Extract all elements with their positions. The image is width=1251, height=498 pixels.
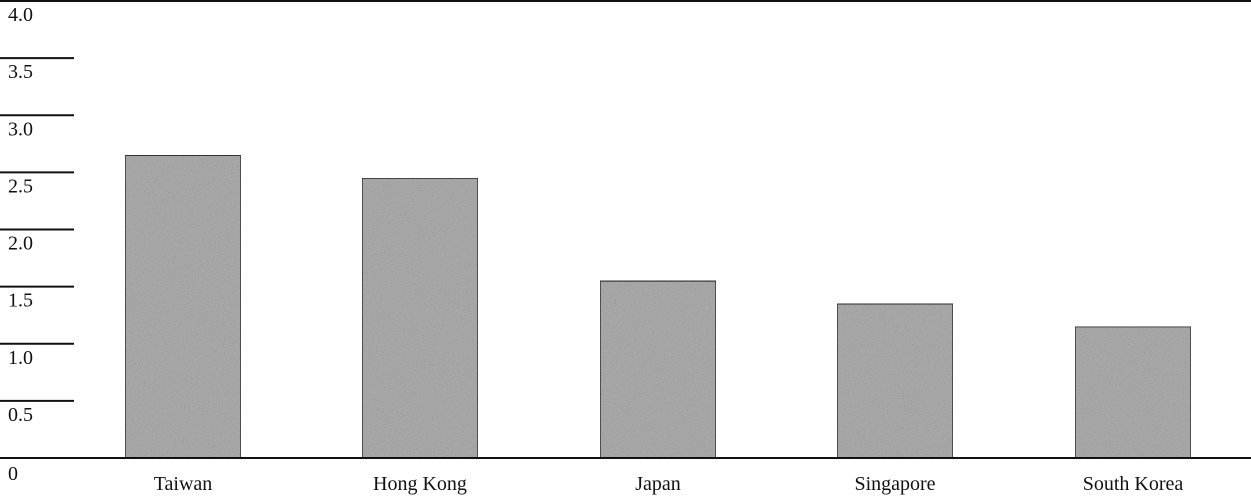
x-tick-label: Singapore — [854, 473, 935, 495]
x-tick-label: South Korea — [1083, 473, 1184, 495]
bar-hong-kong — [361, 177, 479, 459]
y-tick-label: 0 — [8, 463, 18, 485]
y-tick-label: 0.5 — [8, 404, 33, 426]
y-tick-label: 2.5 — [8, 175, 33, 197]
bar-japan — [599, 280, 717, 459]
y-tick-label: 1.0 — [8, 347, 33, 369]
y-tick-label: 1.5 — [8, 290, 33, 312]
y-tick-label: 3.0 — [8, 118, 33, 140]
y-tick-label: 2.0 — [8, 233, 33, 255]
bars — [124, 154, 1192, 459]
x-tick-label: Hong Kong — [373, 473, 467, 495]
x-tick-label: Japan — [635, 473, 681, 495]
bar-taiwan — [124, 154, 242, 459]
y-tick-label: 4.0 — [8, 4, 33, 26]
y-tick-label: 3.5 — [8, 61, 33, 83]
y-axis: 0 0.5 1.0 1.5 2.0 2.5 3.0 3.5 4.0 — [0, 0, 1251, 485]
x-tick-label: Taiwan — [154, 473, 213, 495]
x-axis: Taiwan Hong Kong Japan Singapore South Korea — [0, 457, 1251, 495]
bar-south-korea — [1074, 325, 1192, 459]
bar-singapore — [836, 303, 954, 459]
